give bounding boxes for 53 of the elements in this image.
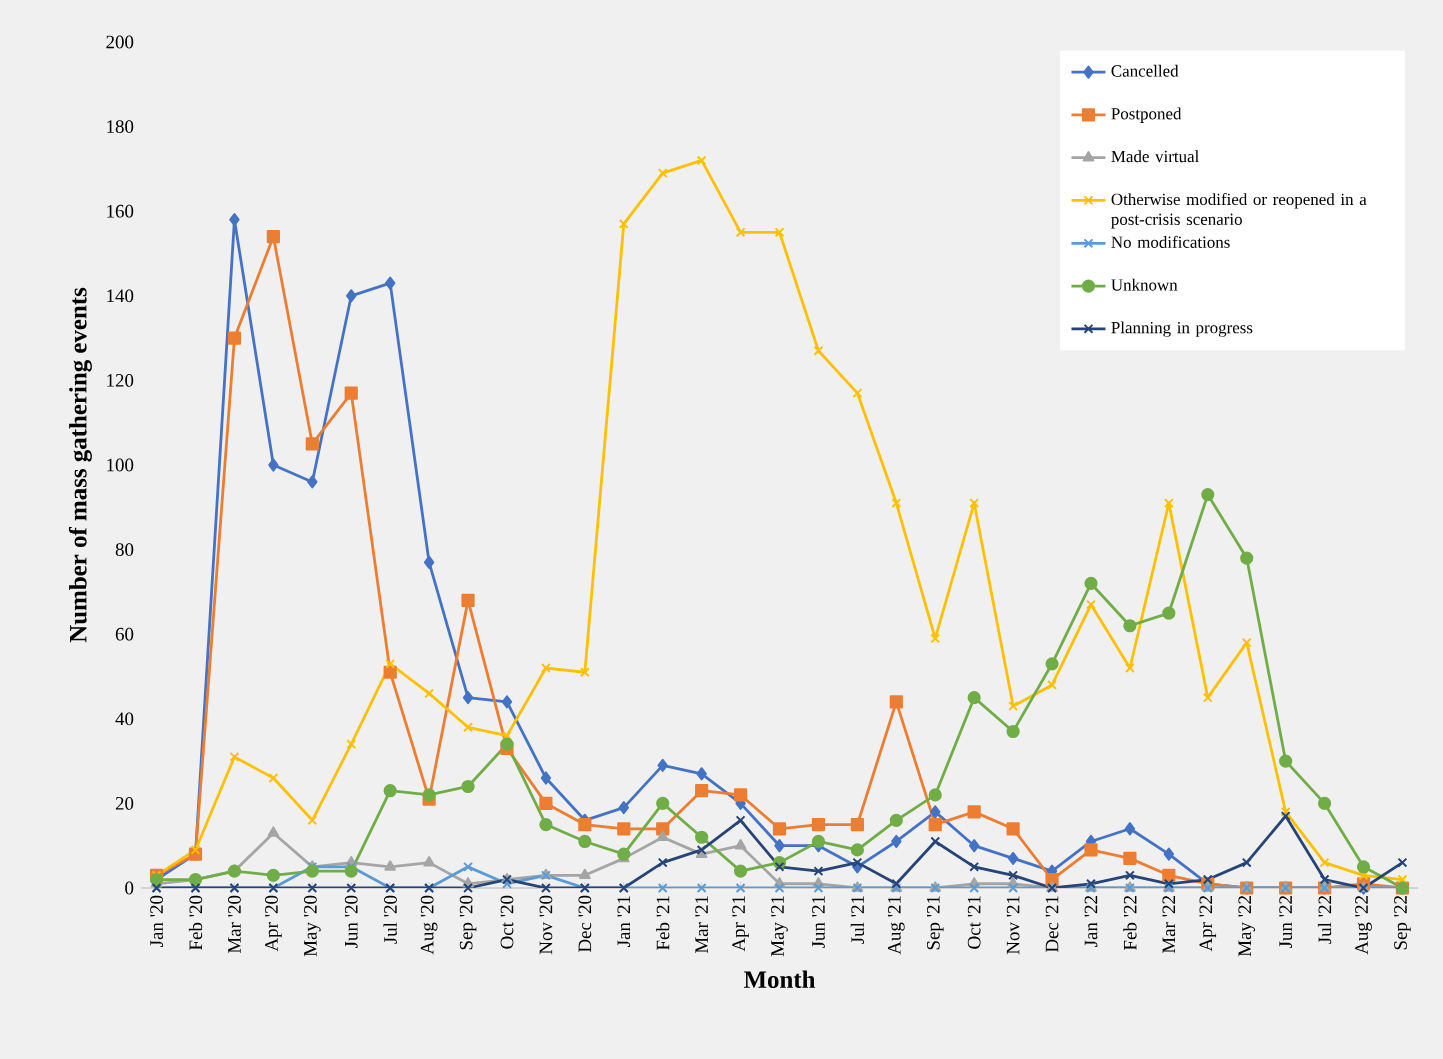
x-tick-label: Jan '21 <box>617 896 631 947</box>
x-tick-label: Jun '20 <box>344 895 358 948</box>
x-tick-label: Feb '21 <box>656 896 670 950</box>
y-tick-label: 200 <box>106 35 134 49</box>
legend-label: Unknown <box>1111 278 1178 291</box>
x-axis-title: Month <box>743 970 816 989</box>
x-tick-label: Apr '21 <box>732 896 749 952</box>
x-tick-label: Mar '21 <box>695 896 709 954</box>
x-tick-label: Jun '21 <box>812 896 825 948</box>
x-tick-label: Sep '20 <box>459 895 477 950</box>
x-tick-label: Mar '22 <box>1162 896 1176 954</box>
y-tick-label: 140 <box>107 289 134 303</box>
x-tick-label: Jul '20 <box>383 895 397 944</box>
legend-label: Made virtual <box>1111 150 1199 163</box>
x-tick-label: Mar '20 <box>228 895 241 954</box>
x-tick-label: Apr '20 <box>265 895 282 952</box>
x-tick-label: Jan '20 <box>150 895 163 947</box>
x-tick-label: May '21 <box>771 896 788 957</box>
legend-label: No modifications <box>1111 235 1230 248</box>
x-tick-label: Feb '22 <box>1123 896 1137 950</box>
x-tick-label: Dec '21 <box>1045 896 1059 953</box>
y-tick-label: 180 <box>107 120 134 133</box>
x-tick-label: Feb '20 <box>188 895 203 950</box>
x-tick-label: Nov '21 <box>1006 896 1020 955</box>
x-tick-label: Oct '20 <box>500 895 514 949</box>
y-tick-label: 160 <box>107 204 134 218</box>
x-tick-label: Oct '21 <box>967 896 981 949</box>
x-tick-label: May '22 <box>1238 896 1256 957</box>
x-tick-label: Jun '22 <box>1279 896 1293 948</box>
x-tick-label: Apr '22 <box>1199 896 1217 952</box>
x-tick-label: Sep '22 <box>1394 896 1411 950</box>
legend-label: Cancelled <box>1111 64 1179 77</box>
x-tick-label: Dec '20 <box>578 895 592 953</box>
x-tick-label: Aug '22 <box>1355 896 1372 955</box>
x-tick-label: Nov '20 <box>539 895 553 955</box>
y-tick-label: 80 <box>115 543 134 556</box>
x-tick-label: Aug '21 <box>888 896 905 955</box>
legend-label: Postponed <box>1111 107 1182 123</box>
y-tick-label: 100 <box>107 458 134 472</box>
x-tick-label: Jul '21 <box>850 896 865 944</box>
y-tick-label: 0 <box>125 881 134 895</box>
x-tick-label: Jan '22 <box>1084 896 1098 947</box>
x-tick-label: May '20 <box>303 895 321 957</box>
y-tick-label: 60 <box>115 627 134 641</box>
x-tick-label: Jul '22 <box>1317 896 1332 944</box>
legend-label: Planning in progress <box>1111 321 1253 337</box>
x-tick-label: Aug '20 <box>420 895 438 955</box>
legend-label: Otherwise modified or reopened in a post-crisis scenario <box>1111 192 1367 229</box>
x-tick-label: Sep '21 <box>926 896 944 950</box>
y-tick-label: 20 <box>115 797 134 810</box>
y-axis-title: Number of mass gathering events <box>68 287 92 643</box>
y-tick-label: 120 <box>107 374 134 387</box>
y-tick-label: 40 <box>115 712 134 726</box>
